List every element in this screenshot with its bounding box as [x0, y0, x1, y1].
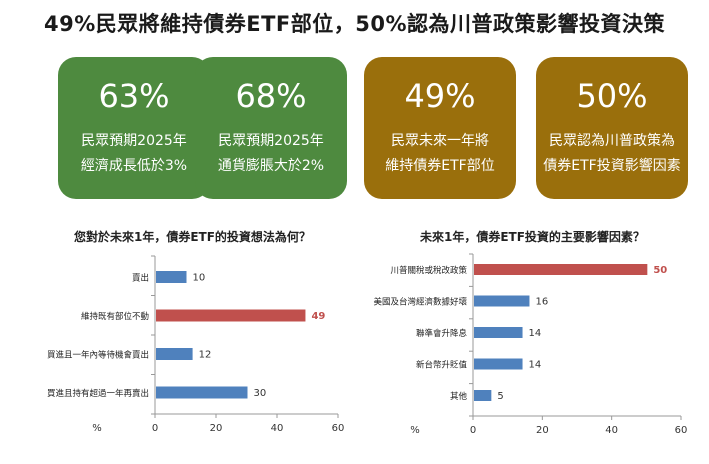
x-tick-label: 20	[210, 423, 223, 434]
bar	[474, 295, 530, 307]
stat-percent: 50%	[576, 77, 648, 115]
stat-card-inflation: 68% 民眾預期2025年 通貨膨脹大於2%	[195, 57, 347, 199]
x-tick-label: 60	[675, 425, 688, 436]
bar	[156, 309, 306, 322]
stat-label-line2: 通貨膨脹大於2%	[217, 158, 325, 174]
value-label: 49	[311, 311, 325, 322]
influence-factors-bar-chart: 0 20 40 60% 川普關稅或稅改政策 50 美國及台灣經濟數據好壞 16 聯準會升降息 14…	[373, 253, 688, 436]
x-axis-label: %	[410, 425, 420, 436]
stat-card-trump-policy: 50% 民眾認為川普政策為 債券ETF投資影響因素	[536, 57, 688, 199]
value-label: 10	[193, 273, 206, 284]
category-label: 賣出	[132, 273, 149, 284]
x-axis-label: %	[92, 423, 102, 434]
stat-percent: 63%	[98, 77, 170, 115]
investment-plan-bar-chart: 0 20 40 60% 賣出 10 維持既有部位不動 49 買進且一年內等待機會賣出 12 買進且持…	[47, 255, 345, 434]
category-label: 買進且持有超過一年再賣出	[47, 388, 149, 399]
bar	[156, 386, 248, 399]
bar	[474, 264, 648, 275]
x-tick-label: 40	[605, 425, 618, 436]
category-label: 新台幣升貶值	[416, 360, 468, 371]
chart-title-investment-plan: 您對於未來1年，債券ETF的投資想法為何？	[74, 230, 311, 244]
value-label: 16	[535, 297, 548, 308]
category-label: 川普關稅或稅改政策	[390, 265, 467, 276]
stat-label-line1: 民眾預期2025年	[81, 133, 187, 149]
category-label: 美國及台灣經濟數據好壞	[373, 297, 467, 308]
x-tick-label: 20	[536, 425, 549, 436]
category-label: 買進且一年內等待機會賣出	[47, 350, 149, 361]
bar	[474, 390, 492, 401]
bar	[156, 271, 187, 283]
category-label: 其他	[450, 391, 468, 402]
value-label: 5	[497, 391, 503, 402]
value-label: 30	[254, 388, 267, 399]
stat-label-line1: 民眾未來一年將	[391, 133, 489, 149]
stat-card-hold-bond-etf: 49% 民眾未來一年將 維持債券ETF部位	[364, 57, 516, 199]
stat-label-line2: 維持債券ETF部位	[385, 158, 495, 174]
stat-percent: 68%	[235, 77, 307, 115]
x-tick-label: 40	[271, 423, 284, 434]
stat-label-line1: 民眾預期2025年	[218, 133, 324, 149]
x-tick-label: 60	[332, 423, 345, 434]
page-title: 49%民眾將維持債券ETF部位，50%認為川普政策影響投資決策	[43, 12, 666, 36]
stat-label-line2: 經濟成長低於3%	[80, 158, 188, 174]
bar	[474, 358, 523, 370]
stat-label-line2: 債券ETF投資影響因素	[543, 158, 681, 174]
x-tick-label: 0	[470, 425, 476, 436]
x-tick-label: 0	[152, 423, 158, 434]
value-label: 12	[199, 350, 212, 361]
value-label: 14	[529, 328, 542, 339]
category-label: 聯準會升降息	[416, 328, 468, 339]
chart-title-influence-factors: 未來1年，債券ETF投資的主要影響因素？	[420, 230, 645, 244]
category-label: 維持既有部位不動	[81, 311, 149, 322]
bar	[474, 327, 523, 338]
value-label: 50	[653, 265, 667, 276]
stat-card-economic-growth: 63% 民眾預期2025年 經濟成長低於3%	[58, 57, 210, 199]
stat-label-line1: 民眾認為川普政策為	[549, 133, 675, 149]
value-label: 14	[529, 360, 542, 371]
stat-percent: 49%	[404, 77, 476, 115]
bar	[156, 348, 193, 360]
